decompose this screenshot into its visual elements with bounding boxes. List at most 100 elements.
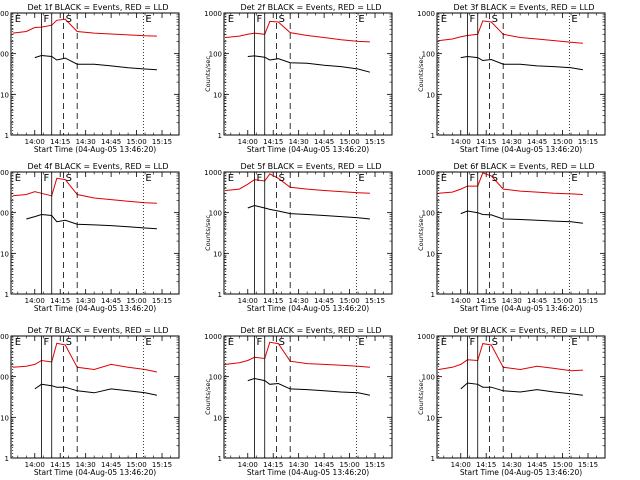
time-marker-label: E [571,14,577,25]
panel-title: Det 4f BLACK = Events, RED = LLD [27,162,168,171]
time-marker-label: S [492,14,498,25]
time-marker-label: F [257,173,263,184]
x-tick-label: 15:00 [339,461,359,469]
x-tick-label: 15:15 [365,297,385,305]
x-tick-label: 15:15 [152,461,172,469]
x-tick-label: 14:00 [25,297,45,305]
x-tick-label: 15:15 [152,138,172,146]
lld-series-line [12,18,157,37]
plot-frame [223,335,393,459]
panel-title: Det 6f BLACK = Events, RED = LLD [453,162,594,171]
x-tick-label: 14:15 [476,297,496,305]
time-marker-label: E [15,14,21,25]
x-tick-label: 14:00 [25,461,45,469]
lld-series-line [225,341,370,368]
y-axis-label: Counts/sec [417,56,425,92]
detector-panel: Det 3f BLACK = Events, RED = LLD 1 10 100 10… [417,3,606,154]
y-tick-label: 100 [209,51,222,59]
x-tick-label: 14:45 [314,297,334,305]
time-marker-label: E [571,337,577,348]
events-series-line [34,54,157,71]
y-tick-label: 10 [213,414,222,422]
time-marker-label: E [358,173,364,184]
x-axis-label: Start Time (04-Aug-05 13:46:20) [460,468,582,477]
x-axis-label: Start Time (04-Aug-05 13:46:20) [247,145,369,154]
plot-frame [436,335,606,459]
lld-series-line [438,343,583,372]
events-series-line [26,213,157,230]
y-tick-label: 1000 [0,333,9,341]
detector-panel: Det 7f BLACK = Events, RED = LLD 1 10 100 10… [0,326,180,477]
panel-title: Det 3f BLACK = Events, RED = LLD [453,3,594,12]
events-series-line [34,383,157,396]
y-tick-label: 10 [0,250,9,258]
plot-frame [10,335,180,459]
x-tick-label: 14:45 [101,138,121,146]
x-axis-label: Start Time (04-Aug-05 13:46:20) [34,304,156,313]
y-tick-label: 100 [422,51,435,59]
y-axis-label: Counts/sec [417,379,425,415]
events-series-line [460,382,583,396]
x-axis-label: Start Time (04-Aug-05 13:46:20) [247,468,369,477]
plot-frame [10,171,180,295]
y-tick-label: 1000 [0,10,9,18]
x-tick-label: 14:30 [76,461,96,469]
time-marker-label: E [228,14,234,25]
panel-title: Det 7f BLACK = Events, RED = LLD [27,326,168,335]
time-marker-label: E [571,173,577,184]
lld-series-line [12,342,158,373]
x-tick-label: 14:30 [502,138,522,146]
x-tick-label: 14:30 [289,297,309,305]
y-tick-label: 1 [431,132,435,140]
x-tick-label: 14:15 [476,138,496,146]
time-marker-label: F [470,173,476,184]
y-tick-label: 100 [422,210,435,218]
panel-title: Det 2f BLACK = Events, RED = LLD [240,3,381,12]
time-marker-label: E [15,173,21,184]
y-tick-label: 1 [5,132,9,140]
events-series-line [247,204,370,220]
events-series-line [460,210,583,224]
x-tick-label: 15:00 [552,138,572,146]
x-tick-label: 15:00 [552,297,572,305]
plot-frame [223,171,393,295]
y-tick-label: 10 [426,91,435,99]
x-axis-label: Start Time (04-Aug-05 13:46:20) [460,304,582,313]
detector-panel: Det 2f BLACK = Events, RED = LLD 1 10 100 10… [204,3,393,154]
time-marker-label: S [66,337,72,348]
x-axis-label: Start Time (04-Aug-05 13:46:20) [460,145,582,154]
time-marker-label: E [228,173,234,184]
x-tick-label: 14:45 [527,297,547,305]
time-marker-label: E [441,14,447,25]
x-tick-label: 14:00 [451,461,471,469]
y-tick-label: 1000 [204,169,222,177]
time-marker-label: F [257,14,263,25]
x-tick-label: 15:00 [126,461,146,469]
x-tick-label: 15:00 [126,297,146,305]
y-tick-label: 1 [431,455,435,463]
y-tick-label: 100 [0,51,9,59]
x-tick-label: 14:15 [50,138,70,146]
x-tick-label: 15:15 [578,138,598,146]
time-marker-label: E [145,14,151,25]
y-tick-label: 1 [5,291,9,299]
x-tick-label: 14:00 [451,138,471,146]
x-tick-label: 14:15 [476,461,496,469]
time-marker-label: F [44,337,50,348]
y-tick-label: 1000 [204,333,222,341]
x-tick-label: 14:45 [101,297,121,305]
y-tick-label: 10 [213,250,222,258]
time-marker-label: E [441,337,447,348]
x-tick-label: 14:15 [50,461,70,469]
x-tick-label: 14:45 [314,138,334,146]
lld-series-line [225,20,370,43]
y-tick-label: 1 [218,291,222,299]
y-tick-label: 1000 [417,169,435,177]
detector-panel: Det 5f BLACK = Events, RED = LLD 1 10 100 10… [204,162,393,313]
time-marker-label: E [145,337,151,348]
time-marker-label: E [15,337,21,348]
y-tick-label: 10 [426,250,435,258]
y-tick-label: 100 [209,210,222,218]
detector-panel: Det 4f BLACK = Events, RED = LLD 1 10 100 10… [0,162,180,313]
y-tick-label: 10 [0,414,9,422]
